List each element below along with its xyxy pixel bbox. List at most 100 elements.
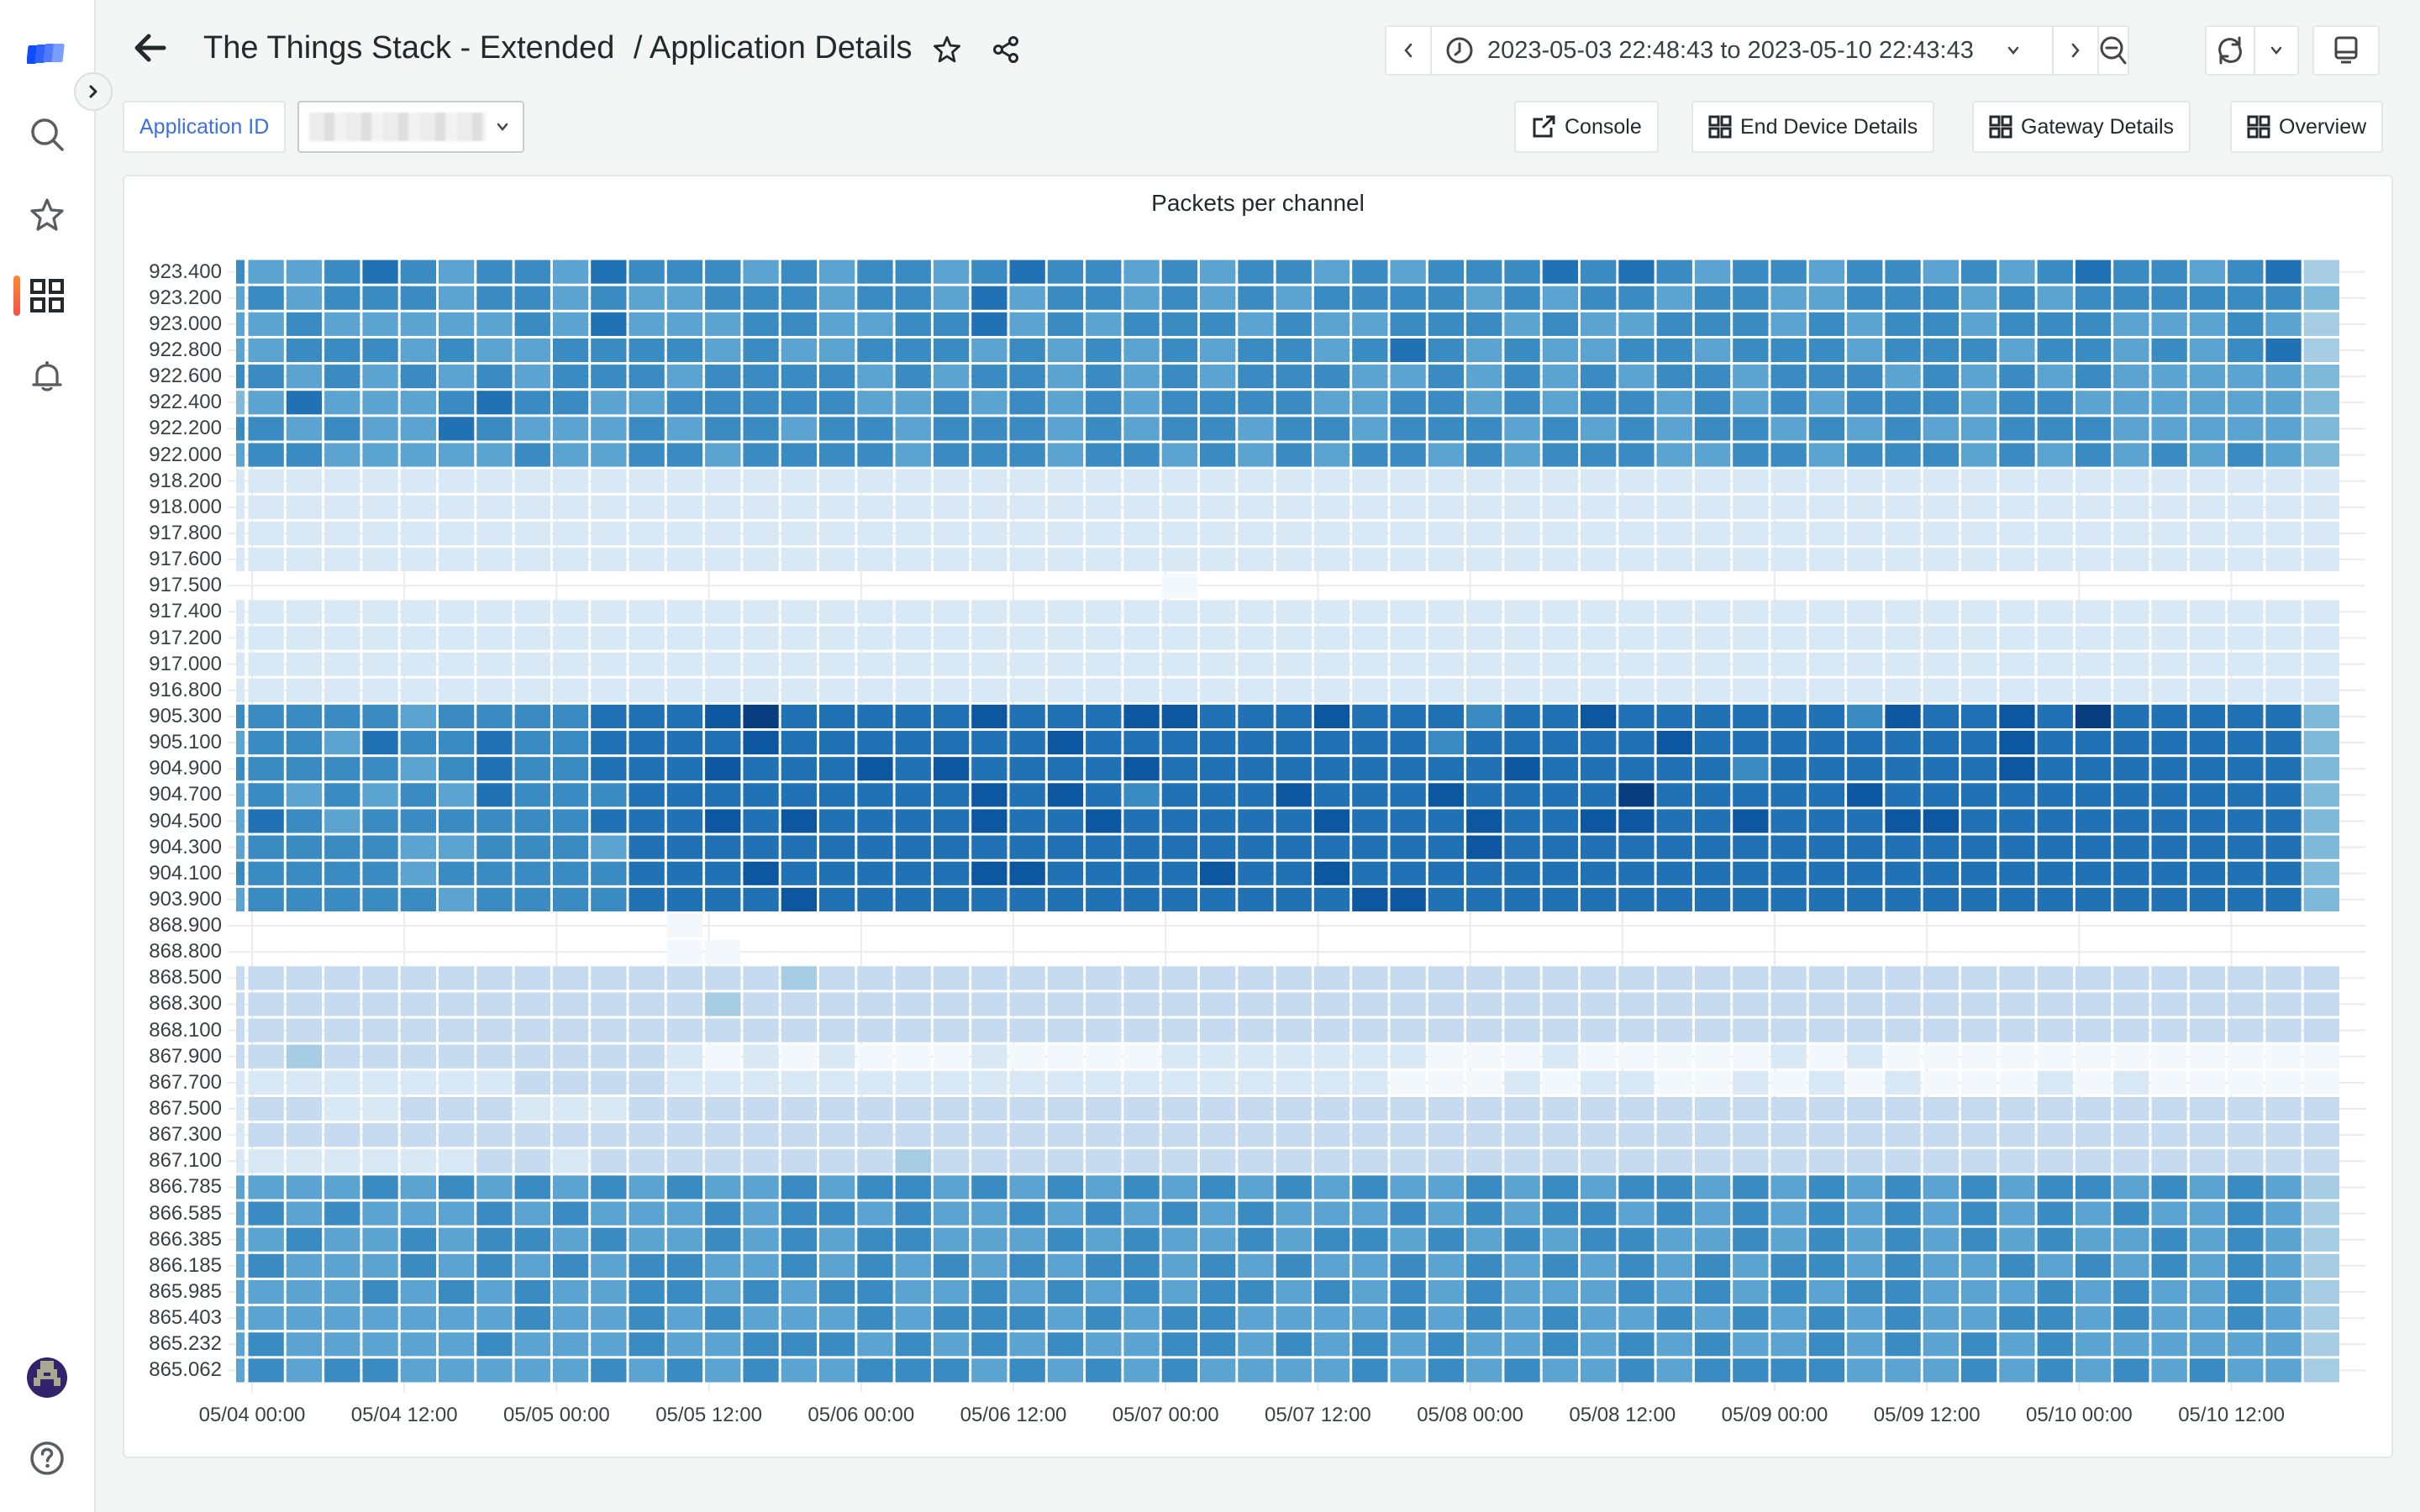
heatmap-cell[interactable] [2075, 312, 2112, 336]
heatmap-cell[interactable] [781, 495, 817, 519]
heatmap-cell[interactable] [476, 338, 513, 363]
heatmap-cell[interactable] [629, 521, 665, 546]
heatmap-cell[interactable] [1999, 1096, 2035, 1121]
heatmap-cell[interactable] [2265, 887, 2302, 911]
heatmap-cell[interactable] [362, 1044, 398, 1068]
heatmap-cell[interactable] [629, 757, 665, 781]
heatmap-cell[interactable] [514, 1044, 550, 1068]
heatmap-cell[interactable] [743, 391, 779, 415]
heatmap-cell[interactable] [248, 1044, 284, 1068]
heatmap-cell[interactable] [514, 495, 550, 519]
heatmap-cell[interactable] [1694, 469, 1731, 493]
heatmap-cell[interactable] [248, 443, 284, 467]
heatmap-cell[interactable] [705, 443, 741, 467]
heatmap-cell[interactable] [476, 1306, 513, 1331]
heatmap-cell[interactable] [1200, 365, 1236, 389]
heatmap-cell[interactable] [1200, 626, 1236, 650]
heatmap-cell[interactable] [819, 600, 855, 624]
heatmap-cell[interactable] [705, 1123, 741, 1147]
heatmap-cell[interactable] [1999, 704, 2035, 729]
heatmap-cell[interactable] [1733, 783, 1769, 807]
heatmap-cell[interactable] [400, 1044, 436, 1068]
heatmap-cell[interactable] [1238, 1149, 1274, 1173]
heatmap-cell[interactable] [1428, 757, 1465, 781]
heatmap-cell[interactable] [1847, 835, 1883, 859]
heatmap-cell[interactable] [1961, 966, 1997, 990]
heatmap-cell[interactable] [1733, 809, 1769, 833]
heatmap-cell[interactable] [324, 809, 360, 833]
heatmap-cell[interactable] [1276, 312, 1312, 336]
heatmap-cell[interactable] [1504, 338, 1540, 363]
heatmap-cell[interactable] [629, 391, 665, 415]
heatmap-cell[interactable] [439, 678, 475, 702]
heatmap-cell[interactable] [705, 1201, 741, 1226]
heatmap-cell[interactable] [781, 600, 817, 624]
heatmap-cell[interactable] [324, 286, 360, 310]
heatmap-cell[interactable] [439, 469, 475, 493]
heatmap-cell[interactable] [1161, 783, 1197, 807]
heatmap-cell[interactable] [1923, 1279, 1959, 1305]
heatmap-cell[interactable] [933, 861, 970, 885]
heatmap-cell[interactable] [439, 417, 475, 441]
heatmap-cell[interactable] [1428, 626, 1465, 650]
heatmap-cell[interactable] [2303, 1175, 2339, 1200]
heatmap-cell[interactable] [1504, 469, 1540, 493]
heatmap-cell[interactable] [514, 600, 550, 624]
heatmap-cell[interactable] [1047, 1227, 1084, 1252]
heatmap-cell[interactable] [1086, 1123, 1122, 1147]
heatmap-cell[interactable] [1466, 391, 1502, 415]
heatmap-cell[interactable] [2037, 286, 2073, 310]
heatmap-cell[interactable] [362, 704, 398, 729]
heatmap-cell[interactable] [1847, 1123, 1883, 1147]
heatmap-cell[interactable] [2113, 417, 2149, 441]
heatmap-cell[interactable] [1581, 652, 1617, 676]
heatmap-cell[interactable] [2113, 1201, 2149, 1226]
heatmap-cell[interactable] [1466, 966, 1502, 990]
heatmap-cell[interactable] [1161, 1279, 1197, 1305]
heatmap-cell[interactable] [1656, 600, 1692, 624]
heatmap-cell[interactable] [2228, 1227, 2264, 1252]
heatmap-cell[interactable] [591, 731, 627, 755]
heatmap-cell[interactable] [362, 600, 398, 624]
heatmap-cell[interactable] [1770, 1279, 1807, 1305]
heatmap-cell[interactable] [248, 1306, 284, 1331]
heatmap-cell[interactable] [857, 1044, 893, 1068]
heatmap-cell[interactable] [476, 365, 513, 389]
heatmap-cell[interactable] [591, 548, 627, 572]
heatmap-cell[interactable] [1200, 469, 1236, 493]
heatmap-cell[interactable] [895, 1253, 931, 1278]
heatmap-cell[interactable] [1542, 1149, 1578, 1173]
heatmap-cell[interactable] [819, 1227, 855, 1252]
heatmap-cell[interactable] [1770, 521, 1807, 546]
heatmap-cell[interactable] [2113, 1175, 2149, 1200]
heatmap-cell[interactable] [514, 1070, 550, 1095]
heatmap-cell[interactable] [439, 600, 475, 624]
heatmap-cell[interactable] [2113, 757, 2149, 781]
heatmap-cell[interactable] [1390, 365, 1426, 389]
heatmap-cell[interactable] [2303, 469, 2339, 493]
heatmap-cell[interactable] [514, 417, 550, 441]
heatmap-cell[interactable] [971, 286, 1007, 310]
heatmap-cell[interactable] [1428, 1306, 1465, 1331]
heatmap-cell[interactable] [248, 338, 284, 363]
heatmap-cell[interactable] [1504, 992, 1540, 1016]
heatmap-cell[interactable] [1352, 757, 1388, 781]
heatmap-cell[interactable] [2075, 1306, 2112, 1331]
heatmap-cell[interactable] [2037, 1358, 2073, 1383]
heatmap-cell[interactable] [819, 260, 855, 284]
heatmap-cell[interactable] [400, 809, 436, 833]
heatmap-cell[interactable] [1733, 365, 1769, 389]
heatmap-cell[interactable] [1276, 260, 1312, 284]
heatmap-cell[interactable] [629, 1018, 665, 1042]
heatmap-cell[interactable] [2037, 626, 2073, 650]
heatmap-cell[interactable] [1238, 1018, 1274, 1042]
heatmap-cell[interactable] [666, 1279, 703, 1305]
heatmap-cell[interactable] [629, 1070, 665, 1095]
heatmap-cell[interactable] [1542, 260, 1578, 284]
heatmap-cell[interactable] [552, 1201, 589, 1226]
heatmap-cell[interactable] [1733, 1201, 1769, 1226]
heatmap-cell[interactable] [629, 861, 665, 885]
heatmap-cell[interactable] [236, 704, 245, 729]
heatmap-cell[interactable] [1352, 1332, 1388, 1357]
heatmap-cell[interactable] [1313, 887, 1350, 911]
